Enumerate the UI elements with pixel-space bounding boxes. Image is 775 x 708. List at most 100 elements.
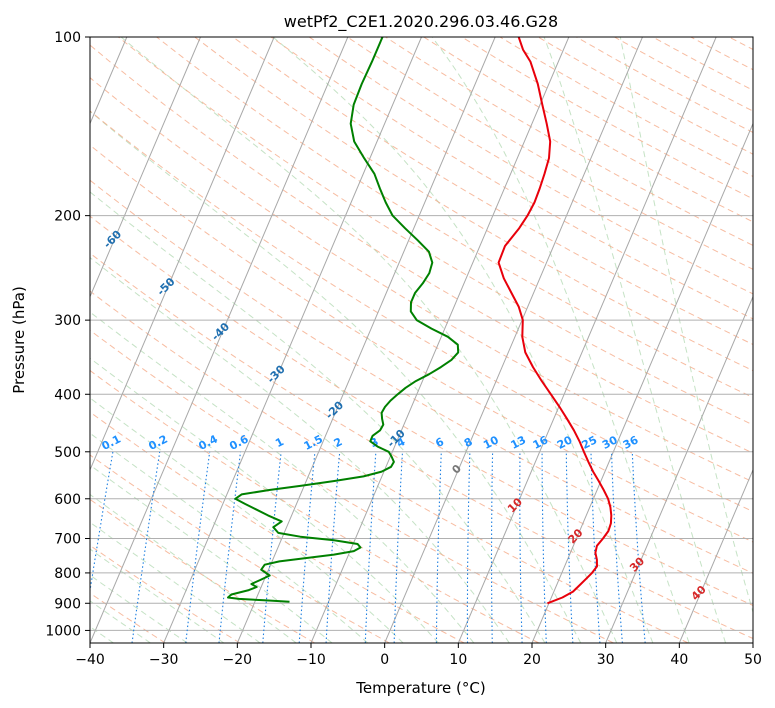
- dry-adiabat-line: [156, 37, 753, 399]
- x-tick-label: −10: [296, 652, 326, 668]
- moist-adiabat-line: [543, 37, 727, 643]
- isotherm-line: [90, 37, 275, 472]
- isotherm-line: [90, 37, 201, 298]
- y-tick-label: 800: [54, 566, 81, 582]
- x-tick-label: −30: [149, 652, 179, 668]
- moist-adiabat-line: [90, 548, 225, 643]
- dry-adiabat-line: [385, 37, 753, 246]
- isotherm-line: [678, 468, 753, 643]
- dry-adiabat-line: [652, 37, 753, 91]
- dry-adiabat-line: [90, 215, 753, 606]
- mixing-ratio-line: [325, 451, 341, 643]
- isotherm-label: 10: [505, 495, 525, 515]
- isotherm-label: -50: [154, 275, 177, 298]
- y-tick-label: 200: [54, 209, 81, 225]
- y-tick-label: 500: [54, 445, 81, 461]
- moist-adiabat-line: [90, 521, 261, 643]
- x-tick-label: 30: [597, 652, 615, 668]
- moist-adiabat-line: [90, 464, 333, 643]
- mixing-ratio-line: [262, 451, 282, 643]
- y-tick-label: 900: [54, 596, 81, 612]
- mixing-ratio-line: [185, 451, 211, 643]
- dry-adiabat-line: [90, 110, 753, 513]
- x-tick-label: 0: [380, 652, 389, 668]
- mixing-ratio-label: 20: [555, 433, 575, 452]
- mixing-ratio-label: 0.4: [197, 432, 221, 453]
- dry-adiabat-line: [90, 329, 614, 643]
- isotherm-label: -80: [0, 153, 9, 176]
- isotherm-line: [90, 37, 349, 643]
- mixing-ratio-line: [631, 451, 646, 643]
- isotherm-label: -60: [101, 228, 124, 251]
- mixing-ratio-label: 0.1: [100, 432, 123, 452]
- x-tick-label: −40: [75, 652, 105, 668]
- isotherm-label: -30: [265, 362, 288, 385]
- mixing-ratio-label: 16: [531, 433, 551, 452]
- mixing-ratio-line: [519, 451, 523, 643]
- isotherm-line: [531, 122, 753, 643]
- dry-adiabat-line: [690, 37, 753, 71]
- dry-adiabat-line: [461, 37, 753, 200]
- temperature-profile-line: [497, 37, 613, 605]
- isotherm-line: [457, 37, 717, 643]
- dry-adiabat-line: [90, 179, 753, 574]
- isotherm-line: [384, 37, 643, 643]
- mixing-ratio-label: 6: [433, 435, 446, 450]
- dry-adiabat-line: [347, 37, 753, 270]
- y-axis: 100 200 300 400 500 600 700 800 900 1000: [45, 30, 90, 639]
- mixing-ratio-line: [218, 451, 242, 643]
- moist-adiabat-line: [90, 397, 404, 643]
- mixing-ratio-line: [393, 451, 404, 643]
- moist-adiabat-line: [90, 311, 475, 643]
- isotherm-line: [163, 37, 422, 643]
- isotherm-line: [236, 37, 496, 643]
- plot-frame: [89, 36, 754, 644]
- x-axis: −40 −30 −20 −10 0 10 20 30 40 50: [75, 643, 762, 668]
- mixing-ratio-label: 1: [273, 435, 286, 450]
- dry-adiabat-line: [767, 37, 775, 643]
- dry-adiabat-line: [90, 144, 753, 543]
- x-axis-title: Temperature (°C): [355, 679, 485, 697]
- isotherm-line: [310, 37, 570, 643]
- dry-adiabat-line: [423, 37, 753, 223]
- moist-adiabat-line: [90, 357, 439, 643]
- mixing-ratio-label: 13: [509, 433, 529, 452]
- dry-adiabat-line: [90, 544, 241, 643]
- chart-title: wetPf2_C2E1.2020.296.03.46.G28: [284, 12, 558, 32]
- dry-adiabat-line: [90, 252, 753, 640]
- dry-adiabat-line: [90, 498, 315, 643]
- isotherm-line: [752, 641, 753, 643]
- x-tick-label: 40: [670, 652, 688, 668]
- moist-adiabat-line: [272, 37, 654, 643]
- dry-adiabat-line: [194, 37, 753, 372]
- dewpoint-profile-line: [227, 37, 460, 603]
- mixing-ratio-label: 36: [621, 433, 641, 452]
- isotherm-label: -70: [46, 182, 69, 205]
- moist-adiabat-line: [90, 191, 546, 643]
- dry-adiabat-line: [232, 37, 753, 346]
- mixing-ratio-line: [565, 451, 574, 643]
- mixing-ratio-label: 2: [332, 435, 345, 450]
- x-tick-label: 20: [523, 652, 541, 668]
- dry-adiabat-line: [90, 77, 753, 483]
- moist-adiabat-line: [120, 37, 618, 643]
- mixing-ratio-label: 0.2: [147, 432, 170, 452]
- dry-adiabat-line: [90, 44, 753, 454]
- mixing-ratio-line: [131, 451, 161, 643]
- isotherm-label: 0: [449, 462, 464, 477]
- dry-adiabat-line: [308, 37, 753, 295]
- mixing-ratio-label: 25: [580, 433, 600, 452]
- dry-adiabat-line: [90, 411, 465, 643]
- moist-adiabat-line: [90, 493, 297, 643]
- y-tick-label: 100: [54, 30, 81, 46]
- y-tick-label: 700: [54, 532, 81, 548]
- mixing-ratio-line: [610, 451, 623, 643]
- plot-area: 0.10.20.40.611.52346810131620253036-100-…: [0, 37, 775, 643]
- moist-adiabat-line: [90, 574, 188, 643]
- y-axis-title: Pressure (hPa): [10, 286, 28, 394]
- moist-adiabat-line: [431, 37, 690, 643]
- mixing-ratio-line: [298, 451, 316, 643]
- moist-adiabat-line: [619, 37, 753, 614]
- x-tick-label: −20: [223, 652, 253, 668]
